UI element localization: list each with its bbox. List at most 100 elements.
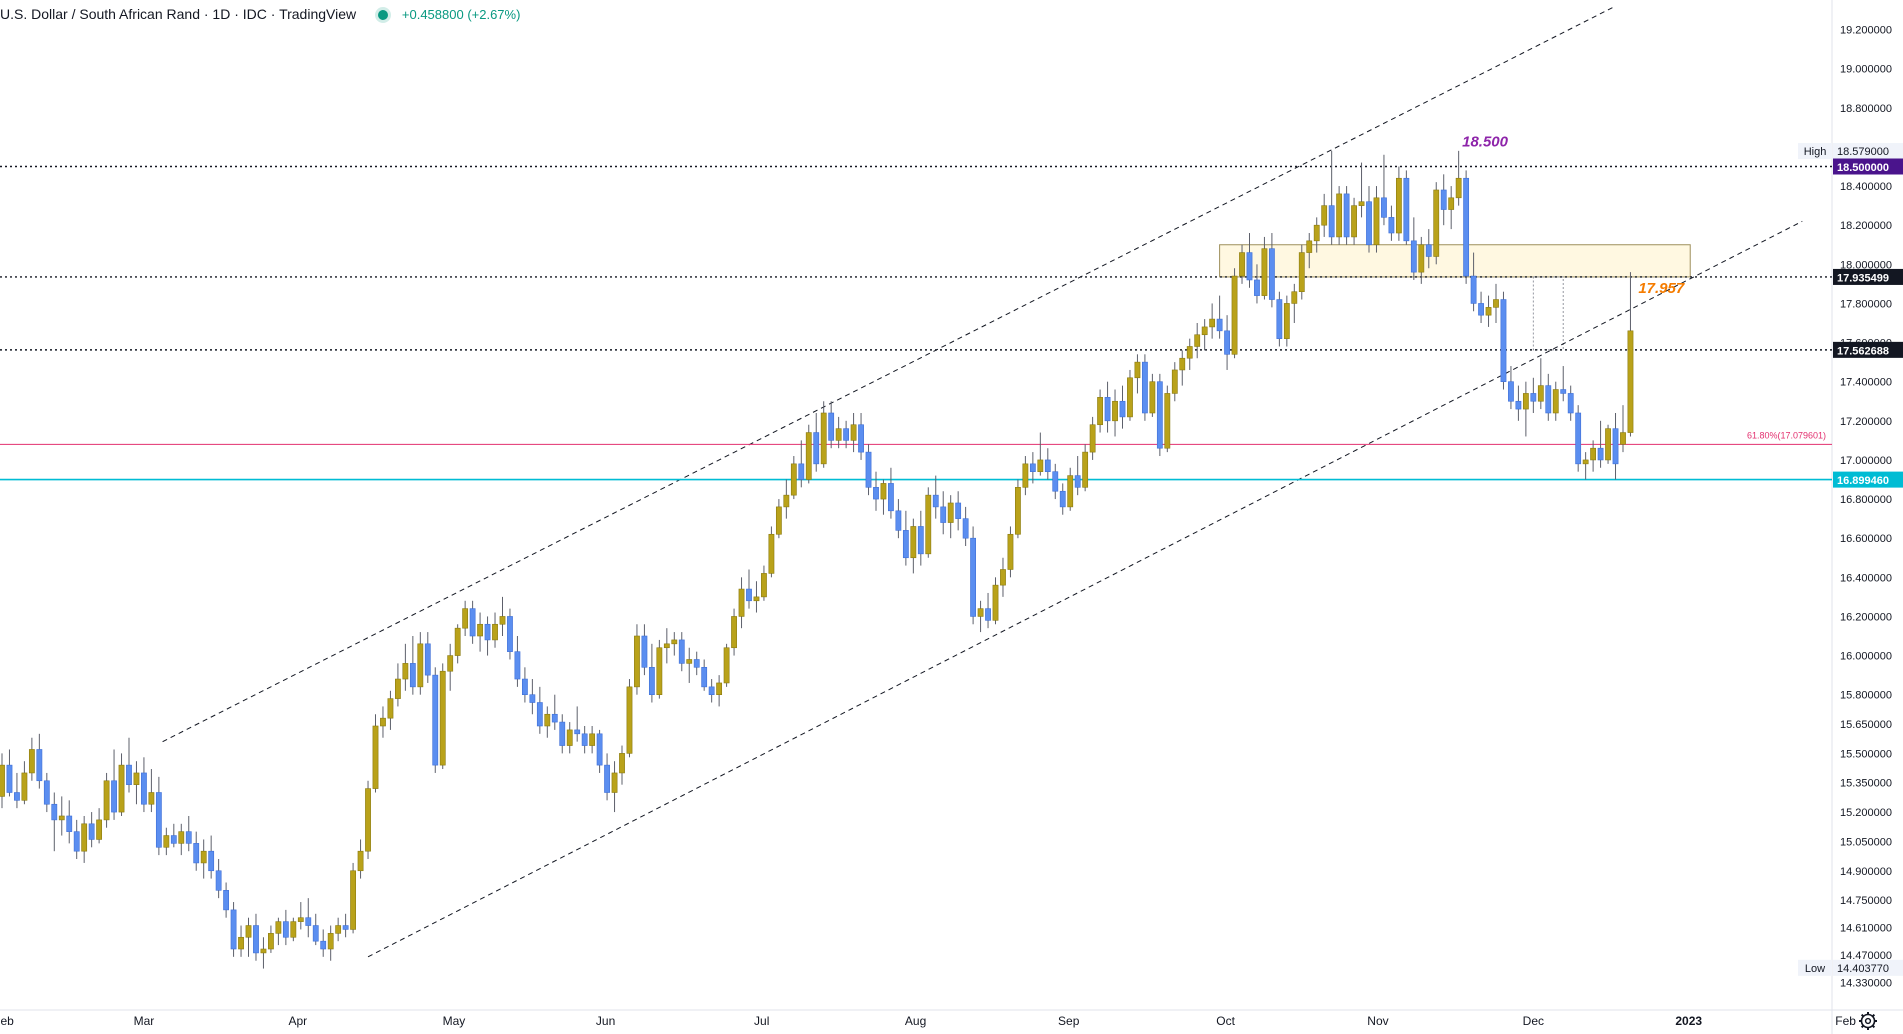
candle-body-up — [925, 494, 932, 555]
candle — [200, 839, 207, 879]
candle — [111, 749, 117, 820]
candle — [462, 600, 469, 637]
candle-body-down — [253, 925, 259, 954]
price-tick: 14.750000 — [1840, 895, 1892, 907]
candle — [1455, 150, 1462, 206]
price-label-bg — [1833, 268, 1903, 285]
candle-body-up — [1313, 224, 1320, 242]
candle — [1044, 448, 1051, 480]
candle — [589, 725, 596, 754]
candle-body-up — [783, 494, 790, 508]
candle — [536, 686, 543, 734]
candle — [1127, 369, 1133, 421]
candle-body-down — [170, 835, 177, 844]
candle-body-up — [1418, 244, 1425, 273]
price-tick: 15.800000 — [1840, 690, 1892, 702]
candle-body-down — [320, 940, 327, 950]
candle — [820, 401, 827, 468]
candle — [529, 679, 536, 715]
candle-body-down — [1216, 318, 1223, 332]
candle — [81, 815, 88, 863]
candle-body-down — [701, 667, 708, 688]
candle-body-up — [1171, 369, 1178, 394]
candle — [716, 675, 723, 707]
gear-icon[interactable] — [1859, 1012, 1877, 1030]
candle — [977, 600, 984, 633]
candle — [985, 592, 991, 629]
candle-body-up — [96, 819, 103, 840]
candle-body-down — [1381, 197, 1387, 218]
candle-body-up — [1239, 252, 1245, 277]
candle — [1134, 354, 1141, 394]
candle — [970, 526, 976, 625]
candle-body-up — [910, 526, 917, 559]
chart-header: U.S. Dollar / South African Rand · 1D · … — [0, 6, 520, 24]
candle-body-up — [477, 623, 483, 637]
candle — [372, 714, 379, 793]
candle-body-up — [589, 733, 596, 746]
candle-body-down — [955, 502, 962, 519]
candle — [1082, 444, 1089, 492]
candle-body-down — [873, 487, 879, 500]
candle-body-up — [1306, 240, 1313, 253]
candle-body-up — [178, 831, 185, 844]
candle-body-down — [828, 412, 835, 441]
breakdown-box — [1532, 276, 1564, 351]
symbol-title[interactable]: U.S. Dollar / South African Rand · 1D · … — [0, 6, 357, 22]
price-label: 17.562688 — [1837, 345, 1889, 357]
candle — [1620, 405, 1626, 453]
candle-body-up — [1194, 334, 1201, 347]
gear-tooth — [1871, 1024, 1876, 1029]
candle-body-up — [462, 608, 469, 629]
candle — [507, 608, 513, 660]
candle — [902, 510, 909, 566]
candle-body-down — [66, 815, 73, 832]
candle — [798, 440, 805, 488]
candle-body-up — [761, 573, 767, 598]
candle — [1582, 452, 1589, 480]
candle — [596, 729, 603, 773]
candle — [634, 624, 640, 695]
candle-body-down — [185, 831, 192, 844]
candle — [1545, 373, 1552, 421]
candle — [170, 823, 177, 848]
candle-body-up — [28, 749, 35, 774]
candle-body-up — [290, 921, 297, 938]
candle-body-up — [1522, 393, 1529, 410]
candle — [1433, 182, 1440, 265]
candle-body-up — [1007, 533, 1014, 570]
candle — [477, 612, 483, 652]
candle-body-up — [1605, 428, 1611, 461]
candle-body-up — [1448, 197, 1455, 210]
candle-body-down — [111, 780, 117, 813]
time-tick: eb — [1, 1014, 15, 1028]
candle — [753, 581, 760, 613]
candle-body-down — [1470, 275, 1477, 304]
candle — [1194, 323, 1201, 359]
candle-body-up — [731, 616, 737, 649]
candle — [178, 823, 185, 856]
candle — [260, 937, 267, 969]
candle-body-up — [738, 588, 745, 617]
price-label-bg — [1833, 959, 1903, 976]
candle — [1201, 319, 1208, 351]
candle — [1328, 150, 1335, 245]
candle — [843, 420, 850, 449]
candle — [1000, 557, 1006, 597]
candle — [1007, 526, 1014, 578]
candle — [1366, 186, 1372, 253]
candle — [1283, 295, 1290, 347]
candle-body-down — [596, 733, 603, 766]
candle — [133, 761, 140, 805]
candle-body-up — [58, 815, 65, 821]
candle-body-down — [193, 843, 200, 864]
candle — [21, 761, 28, 805]
candle-body-up — [1590, 447, 1597, 461]
candle — [708, 679, 715, 703]
candle-body-up — [1261, 248, 1268, 296]
candle — [619, 745, 625, 785]
resistance-zone — [1219, 244, 1691, 278]
candle — [1029, 452, 1036, 484]
candle — [1164, 385, 1171, 453]
